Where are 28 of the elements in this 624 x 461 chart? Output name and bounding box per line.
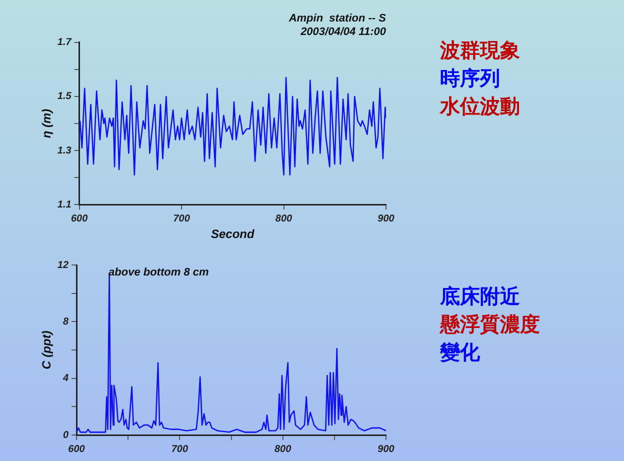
annotation: above bottom 8 cm bbox=[108, 266, 209, 279]
y-tick-label: 1.7 bbox=[57, 37, 72, 48]
y-tick-label: 1.1 bbox=[57, 199, 72, 210]
text: 懸浮質濃度 bbox=[440, 311, 540, 338]
y-tick-label: 12 bbox=[57, 260, 69, 271]
y-tick-label: 1.5 bbox=[57, 91, 72, 102]
chart-title: Ampin station -- S bbox=[288, 12, 387, 25]
y-tick-label: 4 bbox=[62, 373, 69, 384]
x-tick-label: 900 bbox=[378, 213, 395, 224]
x-tick-label: 600 bbox=[70, 213, 88, 224]
text: 變化 bbox=[440, 339, 481, 366]
y-tick-label: 8 bbox=[62, 316, 69, 328]
text: 時序列 bbox=[440, 65, 501, 92]
x-tick-label: 800 bbox=[275, 213, 293, 224]
x-tick-label: 700 bbox=[173, 213, 190, 224]
text: 水位波動 bbox=[440, 93, 520, 120]
text: 底床附近 bbox=[440, 283, 521, 310]
y-axis-title: η (m) bbox=[40, 108, 54, 138]
text: 波群現象 bbox=[440, 37, 520, 64]
y-tick-label: 1.3 bbox=[57, 145, 72, 156]
x-tick-label: 600 bbox=[68, 444, 86, 455]
y-tick-label: 0 bbox=[62, 430, 69, 441]
x-axis-title: Second bbox=[210, 227, 255, 242]
x-tick-label: 900 bbox=[378, 444, 395, 455]
x-tick-label: 700 bbox=[171, 444, 188, 455]
x-tick-label: 800 bbox=[274, 444, 292, 455]
chart-subtitle: 2003/04/04 11:00 bbox=[300, 26, 387, 38]
y-axis-title: C (ppt) bbox=[40, 330, 54, 370]
